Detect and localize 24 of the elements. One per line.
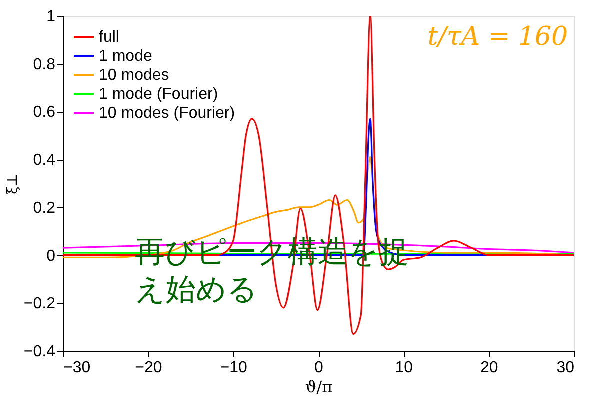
x-tick-label: 30 — [556, 360, 575, 376]
x-tick-label: 0 — [314, 360, 324, 376]
x-tick-label: −10 — [220, 360, 248, 376]
x-tick-label: −20 — [135, 360, 162, 376]
line-series — [63, 16, 574, 336]
x-tick-label: −30 — [64, 360, 91, 376]
y-tick-label: 0.4 — [33, 152, 56, 170]
legend-label: 10 modes — [99, 67, 170, 84]
y-tick-label: 1 — [46, 8, 56, 26]
x-tick-label: 10 — [395, 360, 414, 376]
y-tick-label: 0.2 — [33, 200, 56, 217]
y-axis-title: ξ⊥ — [4, 174, 21, 194]
x-tick-label: 20 — [480, 360, 498, 376]
annotation: t/τA = 160 — [428, 22, 568, 52]
y-tick-label: −0.2 — [24, 296, 56, 313]
legend-label: 10 modes (Fourier) — [99, 105, 236, 122]
y-tick-label: 0 — [46, 248, 56, 265]
x-axis-title: ϑ/π — [305, 378, 333, 396]
y-tick-label: 0.8 — [33, 56, 56, 74]
legend-label: 1 mode (Fourier) — [99, 86, 218, 103]
legend-label: full — [99, 29, 120, 46]
y-tick-label: 0.6 — [33, 104, 56, 122]
legend-label: 1 mode — [99, 48, 152, 65]
y-tick-label: −0.4 — [24, 344, 56, 360]
